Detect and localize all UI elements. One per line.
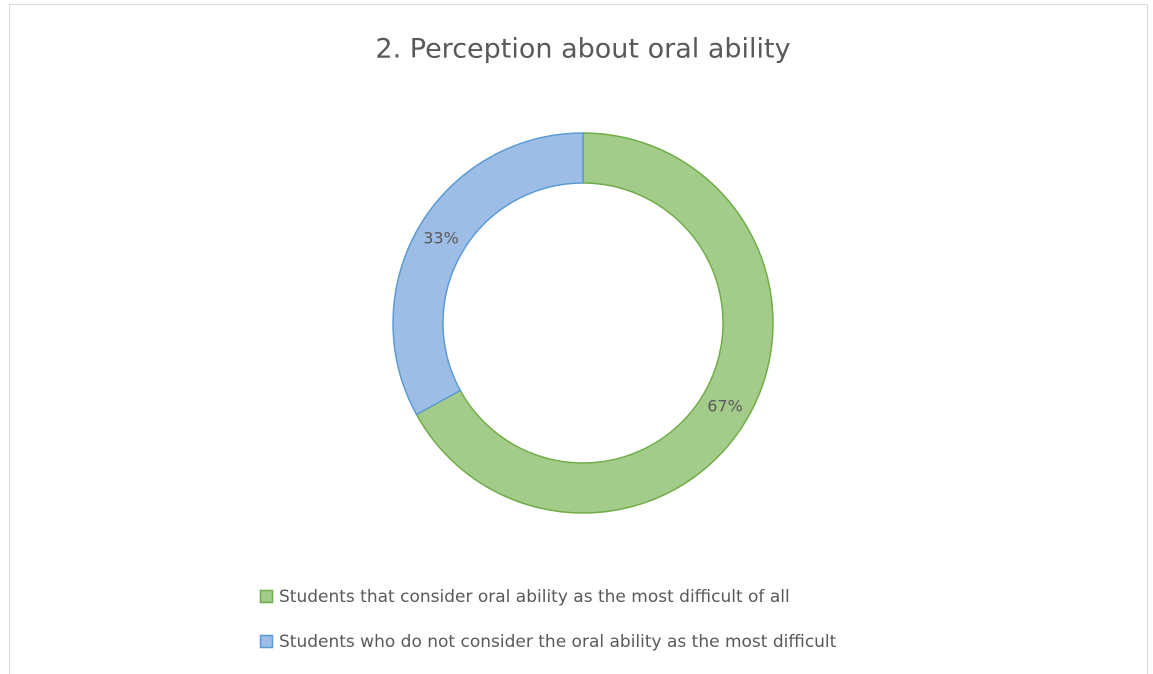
donut-segment bbox=[415, 132, 774, 514]
chart-title: 2. Perception about oral ability bbox=[375, 34, 790, 65]
donut-segment bbox=[392, 132, 584, 416]
legend-label: Students that consider oral ability as t… bbox=[279, 587, 790, 607]
data-label: 33% bbox=[423, 229, 459, 248]
legend-swatch bbox=[259, 634, 274, 649]
chart-border bbox=[9, 4, 1148, 674]
legend-swatch bbox=[259, 589, 274, 604]
data-label: 67% bbox=[707, 396, 743, 415]
legend-label: Students who do not consider the oral ab… bbox=[279, 632, 837, 652]
